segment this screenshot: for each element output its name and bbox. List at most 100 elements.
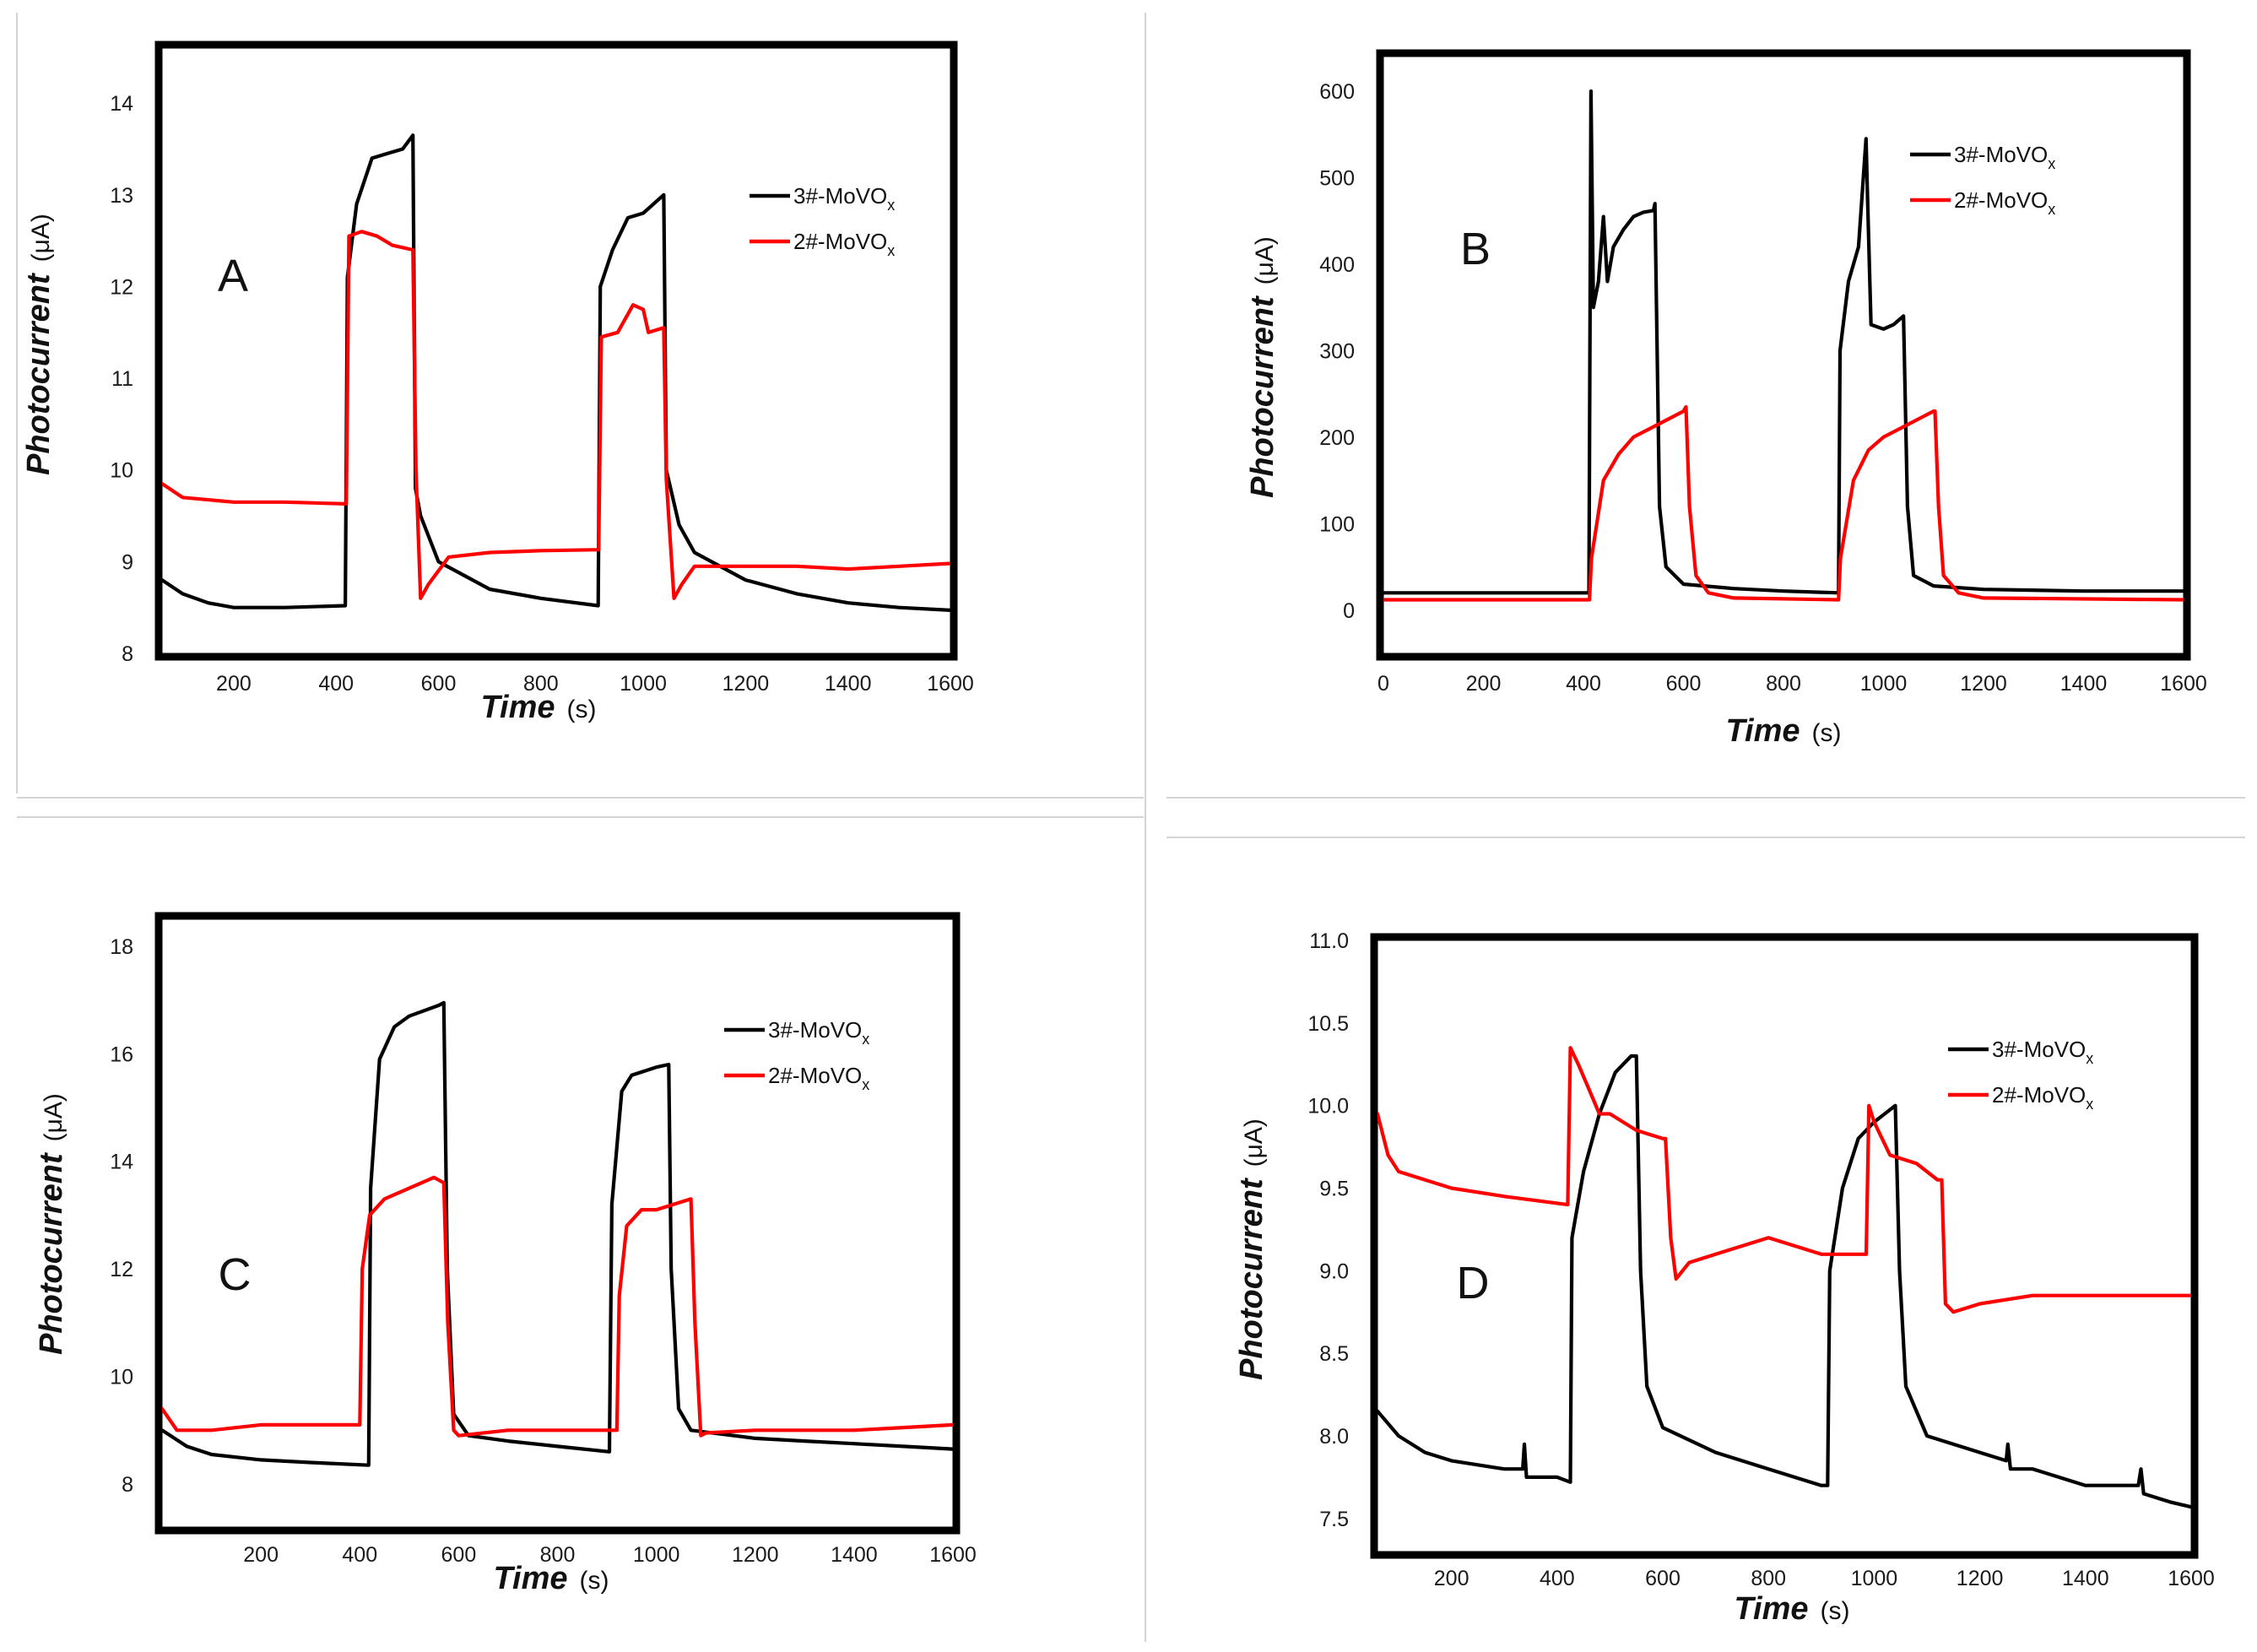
panel-a-x-tick-label: 1400 [825, 672, 872, 696]
panel-c-y-tick-label: 10 [110, 1366, 133, 1389]
panel-c-plot-frame [154, 912, 961, 1535]
panel-c-x-tick-label: 800 [540, 1543, 576, 1567]
panel-c-panel-label: C [219, 1249, 252, 1300]
panel-a-legend-entry: 3#-MoVOx [793, 183, 895, 214]
panel-b-y-tick-label: 200 [1319, 426, 1355, 450]
panel-c-x-tick-label: 400 [342, 1543, 377, 1567]
panel-a-plot-frame [154, 41, 958, 661]
panel-c-series-2-movox-line [162, 1175, 953, 1438]
panel-b-y-tick-label: 400 [1319, 253, 1355, 277]
panel-b-x-tick-label: 1000 [1860, 672, 1908, 696]
panel-c-series-3-movox-line [162, 1000, 953, 1467]
panel-a-y-tick-label: 12 [110, 275, 133, 299]
panel-d-legend-entry: 3#-MoVOx [1992, 1037, 2093, 1067]
panel-a-x-tick-label: 1600 [927, 672, 974, 696]
panel-d-x-axis-title: Time (s) [1735, 1591, 1850, 1627]
panel-d-y-tick-label: 10.5 [1307, 1012, 1349, 1036]
panel-d-x-tick-label: 600 [1645, 1567, 1681, 1590]
panel-b-panel-label: B [1460, 224, 1491, 274]
panel-b-y-axis-title: Photocurrent(μA) [1245, 236, 1280, 498]
panel-d-y-tick-label: 8.5 [1319, 1342, 1349, 1366]
panel-a-chart: 8 9 10 11 12 13 14 200 400 600 800 1000 1200 1400 1600… [21, 41, 974, 725]
panel-d-x-tick-label: 1600 [2168, 1567, 2215, 1590]
panel-d-series-2-movox-line [1377, 1046, 2191, 1314]
panel-b-x-tick-label: 600 [1666, 672, 1702, 696]
panel-d-series-group [1377, 1046, 2191, 1509]
panel-a-legend-entry: 2#-MoVOx [793, 229, 895, 259]
panel-b-y-tick-label: 600 [1319, 80, 1355, 104]
panel-b-x-tick-label: 0 [1377, 672, 1389, 696]
panel-c-legend-entry: 2#-MoVOx [768, 1063, 869, 1093]
panel-c-y-axis-title: Photocurrent(μA) [34, 1093, 69, 1355]
panel-c-x-tick-label: 1000 [633, 1543, 680, 1567]
panel-a-y-tick-label: 11 [111, 367, 133, 391]
panel-c-x-axis-title: Time (s) [494, 1561, 609, 1596]
panel-b-y-tick-label: 0 [1343, 599, 1355, 623]
panel-a-x-tick-label: 200 [216, 672, 252, 696]
panel-b-y-tick-label: 300 [1319, 339, 1355, 363]
panel-b-x-tick-label: 200 [1466, 672, 1502, 696]
panel-a-x-tick-label: 1200 [723, 672, 770, 696]
panel-b-x-tick-label: 1600 [2160, 672, 2207, 696]
panel-a-panel-label: A [218, 251, 248, 301]
panel-d-chart: 7.5 8.0 8.5 9.0 9.5 10.0 10.5 11.0 200 400 600 800 1… [1234, 929, 2215, 1627]
panel-b-x-tick-label: 800 [1766, 672, 1801, 696]
panel-a-y-tick-label: 8 [122, 642, 133, 666]
panel-a-y-axis-title: Photocurrent(μA) [21, 214, 57, 475]
panel-b-legend-entry: 3#-MoVOx [1954, 142, 2055, 172]
panel-d-y-axis-title: Photocurrent(μA) [1234, 1118, 1269, 1380]
panel-d-x-tick-label: 200 [1434, 1567, 1469, 1590]
panel-d-x-tick-label: 1400 [2062, 1567, 2109, 1590]
panel-c-x-tick-label: 200 [243, 1543, 279, 1567]
panel-b-series-2-movox-line [1383, 404, 2184, 602]
panel-d-y-tick-label: 11.0 [1309, 929, 1349, 953]
panel-c-y-tick-label: 12 [110, 1258, 133, 1281]
panel-a-y-tick-label: 13 [110, 184, 133, 208]
panel-b-x-tick-label: 1200 [1960, 672, 2007, 696]
panel-d-plot-frame [1370, 933, 2199, 1559]
panel-a-series-group [162, 133, 950, 612]
panel-b-plot-frame [1376, 49, 2191, 661]
panel-d-y-tick-label: 7.5 [1319, 1508, 1349, 1531]
panel-d-y-tick-label: 10.0 [1307, 1095, 1349, 1118]
panel-d-x-tick-label: 1200 [1957, 1567, 2004, 1590]
panel-d-y-tick-label: 9.0 [1319, 1259, 1349, 1283]
panel-b-x-tick-label: 1400 [2060, 672, 2108, 696]
panel-d-y-tick-label: 9.5 [1319, 1178, 1349, 1201]
panel-d-legend-entry: 2#-MoVOx [1992, 1082, 2093, 1113]
panel-a-series-2-movox-line [162, 230, 950, 600]
panel-b-chart: 0 100 200 300 400 500 600 0 200 400 600 800 1000 1200… [1245, 49, 2207, 749]
panel-d-x-tick-label: 800 [1751, 1567, 1786, 1590]
panel-c-y-tick-label: 18 [110, 935, 133, 959]
panel-c-x-tick-label: 1200 [732, 1543, 779, 1567]
panel-a-x-tick-label: 600 [421, 672, 457, 696]
panel-b-x-axis-title: Time (s) [1726, 713, 1842, 749]
panel-b-y-tick-label: 500 [1319, 166, 1355, 190]
panel-a-series-3-movox-line [162, 133, 950, 612]
panel-a-y-tick-label: 9 [122, 550, 133, 574]
panel-b-legend-entry: 2#-MoVOx [1954, 187, 2055, 218]
panel-c-legend-entry: 3#-MoVOx [768, 1017, 869, 1048]
panel-c-series-group [162, 1000, 953, 1467]
panel-a-x-tick-label: 400 [318, 672, 354, 696]
panel-a-y-tick-label: 10 [110, 459, 133, 483]
panel-a-x-tick-label: 800 [523, 672, 559, 696]
panel-c-chart: 8 10 12 14 16 18 200 400 600 800 1000 1200 1400 1600 T… [34, 912, 977, 1596]
panel-b-series-group [1383, 89, 2184, 602]
panel-c-x-tick-label: 1600 [929, 1543, 977, 1567]
panel-b-y-tick-label: 100 [1319, 512, 1355, 536]
panel-c-y-tick-label: 14 [110, 1151, 133, 1174]
panel-d-panel-label: D [1457, 1258, 1490, 1308]
panel-c-y-tick-label: 8 [122, 1473, 133, 1497]
panel-b-x-tick-label: 400 [1566, 672, 1601, 696]
panel-a-x-axis-title: Time (s) [481, 690, 597, 725]
panel-c-x-tick-label: 1400 [831, 1543, 878, 1567]
panel-d-series-3-movox-line [1377, 1053, 2191, 1509]
panel-b-series-3-movox-line [1383, 89, 2184, 595]
panel-a-y-tick-label: 14 [110, 92, 133, 116]
panel-a-x-tick-label: 1000 [620, 672, 667, 696]
panel-d-x-tick-label: 1000 [1851, 1567, 1898, 1590]
panel-c-y-tick-label: 16 [110, 1043, 133, 1066]
panel-c-x-tick-label: 600 [441, 1543, 477, 1567]
